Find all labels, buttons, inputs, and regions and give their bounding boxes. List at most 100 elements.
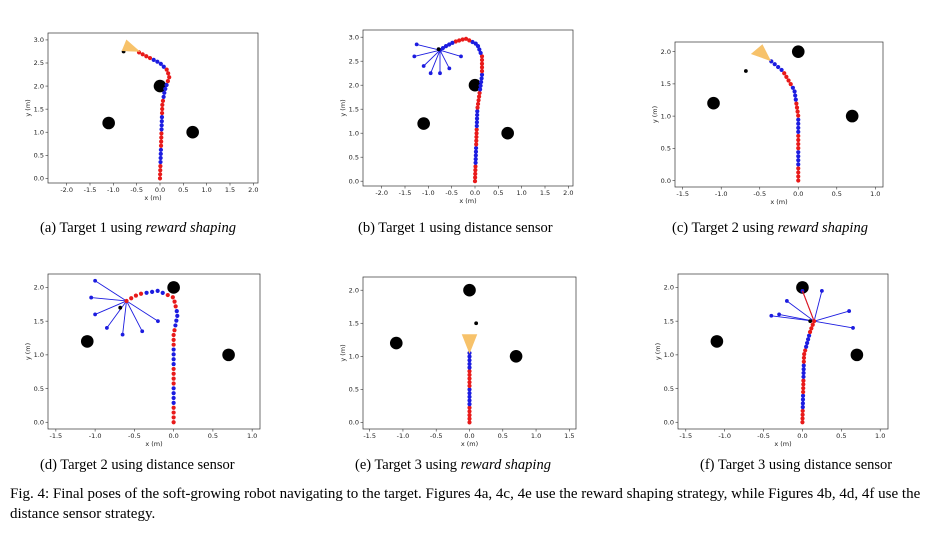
robot-segment-point xyxy=(800,397,806,402)
obstacle-marker xyxy=(389,336,403,350)
robot-segment-point xyxy=(807,329,813,335)
y-tick-label: 1.5 xyxy=(664,317,674,325)
robot-segment-point xyxy=(467,365,472,370)
sensor-ray-end xyxy=(438,71,442,76)
robot-segment-point xyxy=(473,145,479,151)
x-tick-label: 0.0 xyxy=(470,189,480,197)
robot-segment-point xyxy=(173,323,178,328)
obstacle-marker xyxy=(791,45,805,58)
y-tick-label: 0.0 xyxy=(34,175,44,183)
obstacle-marker xyxy=(468,78,482,92)
robot-segment-point xyxy=(158,151,163,156)
x-tick-label: 1.0 xyxy=(870,190,880,198)
robot-segment-point xyxy=(792,89,797,94)
robot-segment-point xyxy=(470,39,475,45)
robot-segment-point xyxy=(467,376,472,381)
robot-segment-point xyxy=(796,133,801,139)
y-tick-label: 1.5 xyxy=(34,105,44,113)
robot-segment-point xyxy=(796,121,801,126)
robot-segment-point xyxy=(171,332,176,338)
robot-segment-point xyxy=(474,127,479,132)
sensing-cone xyxy=(121,39,141,52)
y-tick-label: 2.0 xyxy=(661,48,671,56)
y-tick-label: 2.0 xyxy=(664,284,674,292)
x-tick-label: -1.0 xyxy=(422,189,435,197)
x-tick-label: -1.0 xyxy=(715,190,728,198)
y-axis-label: y (m) xyxy=(24,343,32,360)
robot-segment-point xyxy=(467,380,472,385)
robot-segment-point xyxy=(171,342,176,347)
x-tick-label: 1.0 xyxy=(516,189,526,197)
subcaption-c: (c) Target 2 using reward shaping xyxy=(672,220,868,236)
robot-segment-point xyxy=(475,101,481,107)
robot-segment-point xyxy=(477,47,482,52)
x-tick-label: -1.5 xyxy=(50,432,63,440)
robot-segment-point xyxy=(171,347,176,352)
chart-panel-a: -2.0 -1.5 -1.0 -0.5 0.0 0.5 1.0 1.5 2.0 0.0 0.5 1.0… xyxy=(0,0,315,245)
robot-segment-point xyxy=(443,44,449,49)
robot-segment-point xyxy=(796,170,801,175)
y-tick-label: 0.0 xyxy=(349,419,359,427)
robot-segment-point xyxy=(801,367,806,372)
robot-segment-point xyxy=(796,129,801,134)
x-tick-label: 0.5 xyxy=(832,190,842,198)
sensor-ray-end xyxy=(140,329,145,334)
sensor-ray-end xyxy=(421,64,426,68)
y-axis-label: y (m) xyxy=(654,343,662,360)
robot-segment-point xyxy=(478,83,483,88)
sensor-ray xyxy=(126,300,159,322)
robot-segment-point xyxy=(158,168,163,173)
target-point xyxy=(743,69,748,73)
obstacle-marker xyxy=(222,348,235,362)
x-tick-label: -0.5 xyxy=(757,432,770,440)
target-point xyxy=(118,305,123,310)
robot-segment-point xyxy=(175,313,180,318)
robot-segment-point xyxy=(786,78,791,83)
y-tick-label: 0.0 xyxy=(349,177,359,185)
robot-segment-point xyxy=(457,38,462,43)
x-tick-label: 1.0 xyxy=(201,186,211,194)
robot-segment-point xyxy=(472,179,478,184)
x-tick-label: 0.0 xyxy=(464,432,474,440)
sensor-ray-end xyxy=(414,42,419,47)
robot-segment-point xyxy=(800,393,806,398)
robot-segment-point xyxy=(467,409,472,414)
robot-segment-point xyxy=(140,52,145,57)
chart-panel-b: -2.0 -1.5 -1.0 -0.5 0.0 0.5 1.0 1.5 2.0 0.0 0.5 1.0… xyxy=(315,0,630,245)
robot-segment-point xyxy=(467,412,472,418)
obstacle-marker xyxy=(153,79,167,93)
robot-segment-point xyxy=(467,416,472,421)
robot-segment-point xyxy=(801,370,806,376)
robot-segment-point xyxy=(801,363,806,368)
x-tick-label: 2.0 xyxy=(563,189,573,197)
robot-segment-point xyxy=(172,328,177,333)
x-tick-label: -0.5 xyxy=(430,432,443,440)
robot-segment-point xyxy=(165,79,170,84)
robot-segment-point xyxy=(479,54,485,59)
y-tick-label: 3.0 xyxy=(34,36,44,44)
robot-segment-point xyxy=(802,352,807,357)
obstacle-marker xyxy=(167,281,180,294)
robot-segment-point xyxy=(805,337,811,342)
y-tick-label: 1.0 xyxy=(661,112,671,120)
chart-svg-a: -2.0 -1.5 -1.0 -0.5 0.0 0.5 1.0 1.5 2.0 0.0 0.5 1.0… xyxy=(24,32,259,202)
robot-segment-point xyxy=(473,153,478,158)
x-axis-label: x (m) xyxy=(461,440,478,448)
robot-segment-point xyxy=(159,115,165,120)
x-tick-label: 1.0 xyxy=(875,432,885,440)
x-tick-label: 0.0 xyxy=(793,190,803,198)
obstacle-marker xyxy=(707,96,720,110)
robot-segment-point xyxy=(796,146,801,151)
sensor-hit-ray xyxy=(801,290,815,322)
robot-segment-point xyxy=(476,94,482,99)
robot-segment-point xyxy=(801,355,807,360)
robot-segment-point xyxy=(165,292,170,298)
robot-segment-point xyxy=(477,87,483,92)
sensor-ray xyxy=(414,49,441,57)
sensor-ray-end xyxy=(104,326,109,330)
x-tick-label: -1.5 xyxy=(399,189,412,197)
subcaption-b: (b) Target 1 using distance sensor xyxy=(358,220,553,236)
y-tick-label: 1.0 xyxy=(34,128,44,136)
sensor-ray xyxy=(439,49,462,57)
robot-segment-point xyxy=(171,395,176,401)
